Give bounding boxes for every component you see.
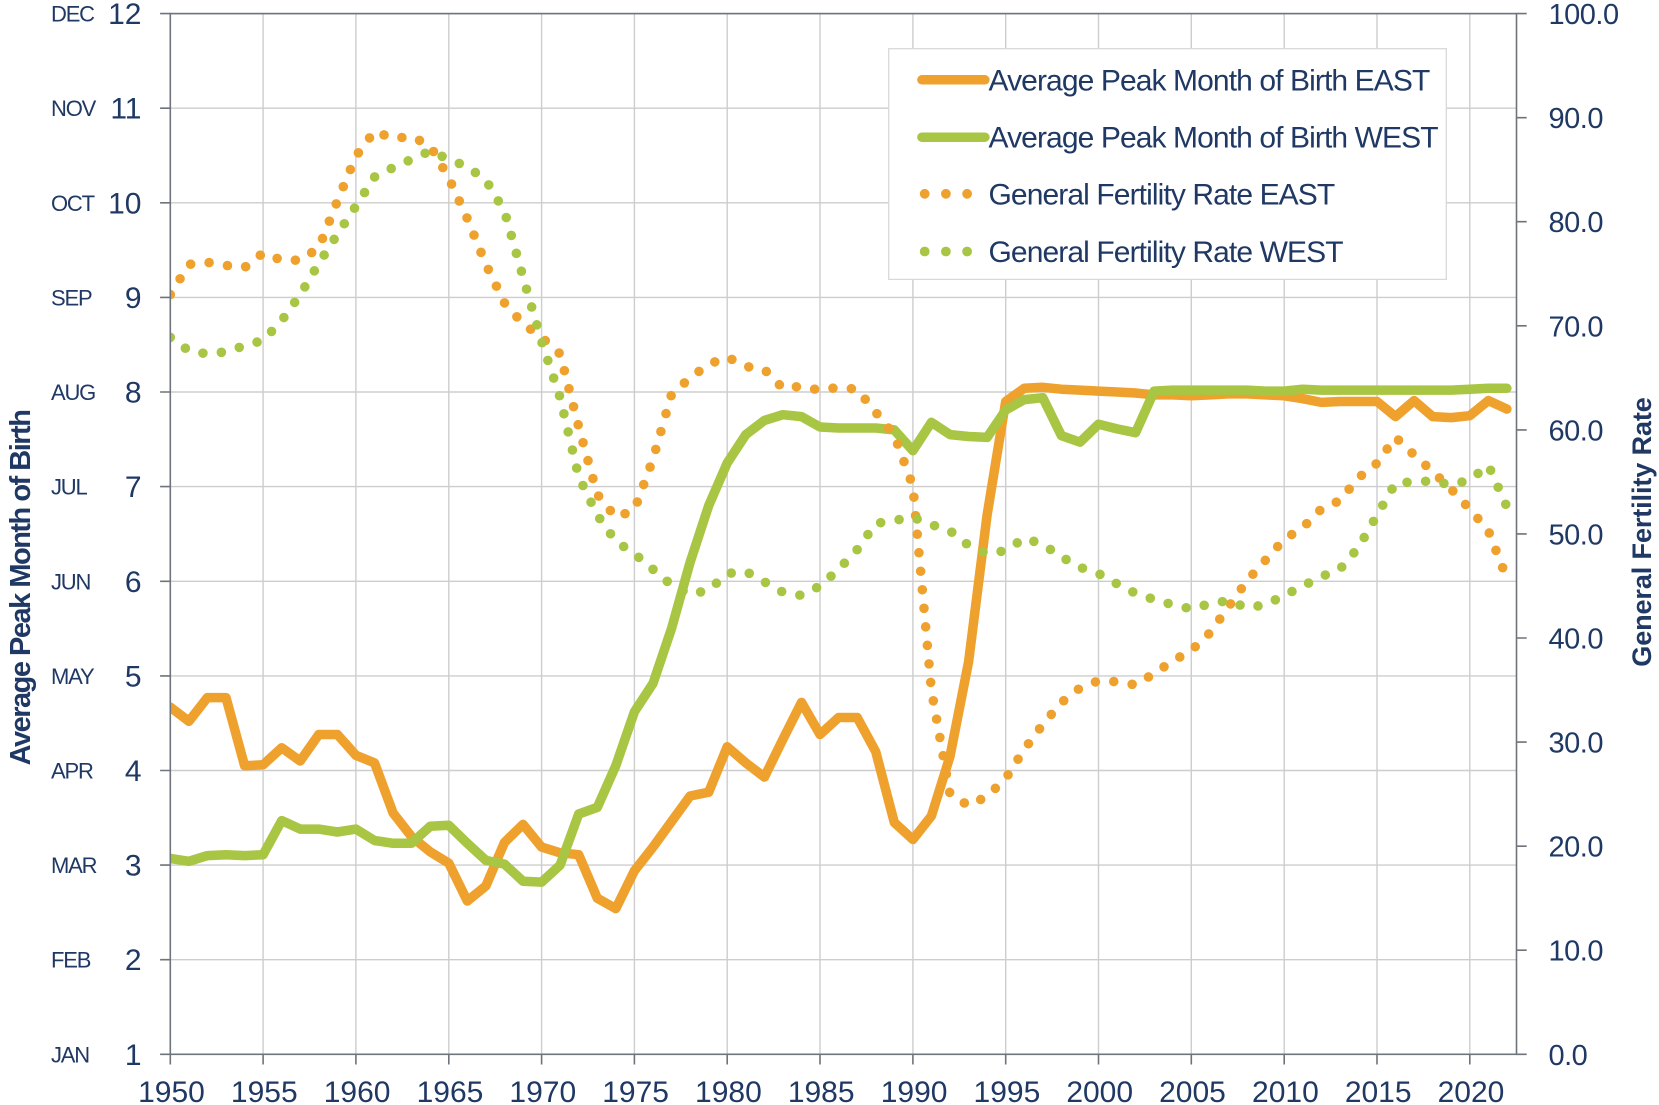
svg-text:DEC: DEC — [51, 2, 95, 27]
svg-text:1: 1 — [125, 1039, 142, 1072]
svg-text:100.0: 100.0 — [1549, 0, 1619, 31]
svg-text:5: 5 — [125, 660, 142, 693]
svg-text:Average Peak Month of Birth WE: Average Peak Month of Birth WEST — [989, 122, 1439, 155]
svg-text:50.0: 50.0 — [1549, 519, 1603, 551]
svg-text:FEB: FEB — [51, 948, 91, 973]
svg-text:12: 12 — [108, 0, 141, 31]
svg-text:2015: 2015 — [1345, 1076, 1412, 1105]
svg-text:1995: 1995 — [974, 1076, 1041, 1105]
svg-text:Average Peak Month of Birth: Average Peak Month of Birth — [5, 411, 37, 766]
svg-text:1980: 1980 — [695, 1076, 762, 1105]
svg-text:NOV: NOV — [51, 96, 97, 121]
svg-text:JUL: JUL — [51, 475, 87, 500]
svg-text:1950: 1950 — [138, 1076, 205, 1105]
svg-text:2010: 2010 — [1252, 1076, 1319, 1105]
svg-text:8: 8 — [125, 377, 142, 410]
svg-text:4: 4 — [125, 755, 142, 788]
svg-text:40.0: 40.0 — [1549, 624, 1603, 656]
svg-text:1955: 1955 — [231, 1076, 298, 1105]
svg-text:2000: 2000 — [1066, 1076, 1133, 1105]
svg-text:10: 10 — [108, 187, 141, 220]
svg-text:1990: 1990 — [881, 1076, 948, 1105]
svg-text:2: 2 — [125, 944, 142, 977]
svg-text:SEP: SEP — [51, 285, 92, 310]
svg-text:60.0: 60.0 — [1549, 415, 1603, 447]
svg-text:1985: 1985 — [788, 1076, 855, 1105]
svg-text:OCT: OCT — [51, 191, 95, 216]
svg-text:1975: 1975 — [602, 1076, 669, 1105]
svg-text:General Fertility Rate EAST: General Fertility Rate EAST — [989, 178, 1335, 211]
svg-text:2020: 2020 — [1438, 1076, 1505, 1105]
svg-text:JAN: JAN — [51, 1042, 89, 1067]
svg-text:90.0: 90.0 — [1549, 103, 1603, 135]
svg-text:MAR: MAR — [51, 853, 97, 878]
svg-text:9: 9 — [125, 282, 142, 315]
svg-text:2005: 2005 — [1159, 1076, 1226, 1105]
svg-text:1965: 1965 — [417, 1076, 484, 1105]
svg-text:20.0: 20.0 — [1549, 832, 1603, 864]
svg-text:0.0: 0.0 — [1549, 1040, 1588, 1072]
svg-text:3: 3 — [125, 850, 142, 883]
svg-text:70.0: 70.0 — [1549, 311, 1603, 343]
svg-text:APR: APR — [51, 759, 93, 784]
svg-text:JUN: JUN — [51, 569, 90, 594]
svg-text:General Fertility Rate WEST: General Fertility Rate WEST — [989, 236, 1344, 269]
svg-text:30.0: 30.0 — [1549, 728, 1603, 760]
svg-text:7: 7 — [125, 471, 142, 504]
svg-text:6: 6 — [125, 566, 142, 599]
svg-text:11: 11 — [110, 93, 141, 126]
svg-text:10.0: 10.0 — [1549, 936, 1603, 968]
svg-text:MAY: MAY — [51, 664, 95, 689]
svg-text:1960: 1960 — [324, 1076, 391, 1105]
svg-text:General Fertility Rate: General Fertility Rate — [1627, 397, 1657, 666]
svg-text:AUG: AUG — [51, 380, 95, 405]
svg-text:80.0: 80.0 — [1549, 207, 1603, 239]
svg-text:1970: 1970 — [509, 1076, 576, 1105]
svg-text:Average Peak Month of Birth EA: Average Peak Month of Birth EAST — [989, 64, 1430, 97]
